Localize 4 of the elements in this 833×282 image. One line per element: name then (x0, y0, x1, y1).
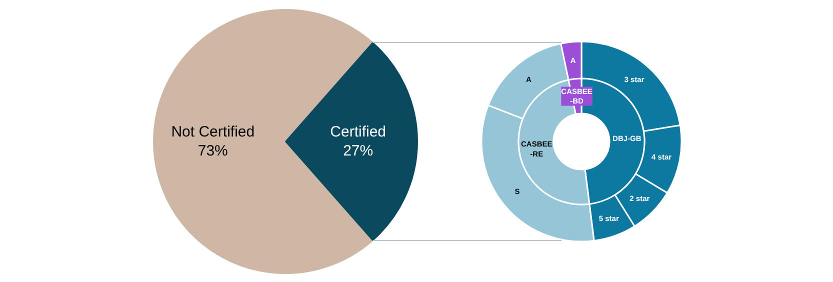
slice-label: Not Certified (171, 124, 255, 141)
slice-label: Certified (330, 124, 386, 141)
data-label: 73% (198, 142, 228, 160)
data-label: 27% (343, 142, 374, 160)
